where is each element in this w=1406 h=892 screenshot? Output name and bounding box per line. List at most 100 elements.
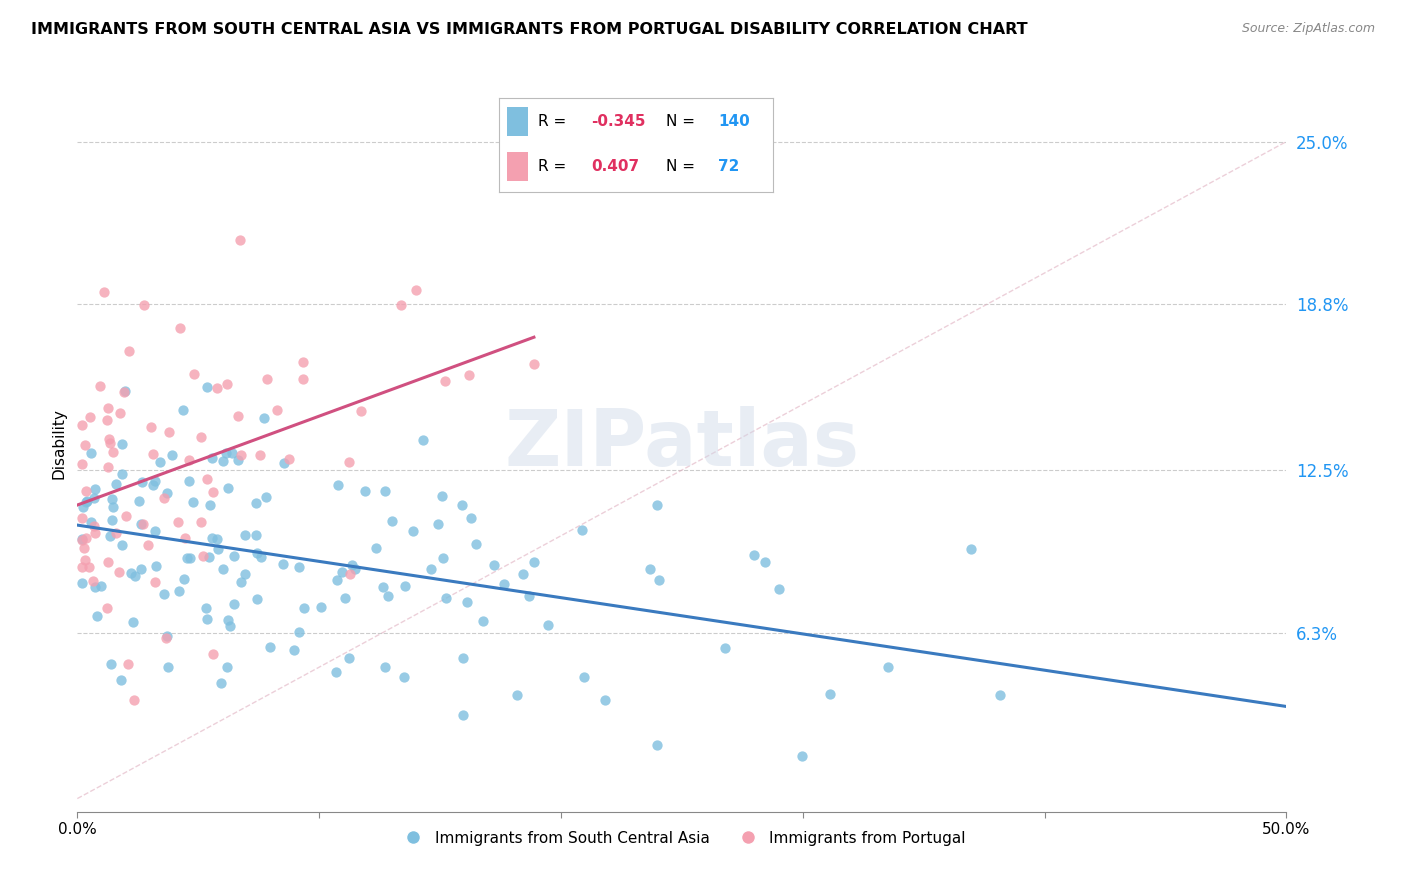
Point <box>371 580 394 594</box>
Point <box>176 550 198 565</box>
Point <box>249 448 271 462</box>
Point <box>246 546 269 560</box>
Point <box>84 580 107 594</box>
Point <box>118 343 141 358</box>
Point <box>129 517 152 532</box>
Text: 0.407: 0.407 <box>591 159 640 174</box>
Point <box>366 541 388 556</box>
Point <box>647 573 669 587</box>
Point <box>97 401 120 415</box>
Point <box>83 491 105 505</box>
Point <box>278 452 301 467</box>
Point <box>79 446 101 460</box>
Point <box>374 484 396 499</box>
Point <box>217 613 239 627</box>
Point <box>132 516 155 531</box>
Point <box>82 574 104 588</box>
Point <box>114 384 136 398</box>
Point <box>381 514 404 528</box>
Point <box>211 562 233 576</box>
Point <box>198 498 221 512</box>
Point <box>195 472 218 486</box>
Point <box>266 403 288 417</box>
Point <box>104 526 127 541</box>
Point <box>221 446 243 460</box>
Point <box>250 549 273 564</box>
Point <box>256 371 278 385</box>
Point <box>451 708 474 723</box>
Point <box>742 549 765 563</box>
Point <box>451 651 474 665</box>
Point <box>139 419 162 434</box>
Point <box>90 579 112 593</box>
Text: -0.345: -0.345 <box>591 113 645 128</box>
Point <box>190 515 212 529</box>
Point <box>152 587 174 601</box>
Point <box>193 549 215 563</box>
Point <box>713 641 735 656</box>
Point <box>229 233 252 247</box>
Point <box>420 562 443 576</box>
Point <box>100 529 122 543</box>
Point <box>876 660 898 674</box>
Text: IMMIGRANTS FROM SOUTH CENTRAL ASIA VS IMMIGRANTS FROM PORTUGAL DISABILITY CORREL: IMMIGRANTS FROM SOUTH CENTRAL ASIA VS IM… <box>31 22 1028 37</box>
Point <box>101 492 124 507</box>
Point <box>288 625 311 640</box>
Point <box>536 617 558 632</box>
Point <box>754 555 776 569</box>
Point <box>456 595 478 609</box>
Text: ZIPatlas: ZIPatlas <box>505 406 859 482</box>
Point <box>271 558 294 572</box>
Point <box>101 445 124 459</box>
Point <box>273 457 295 471</box>
Point <box>482 558 505 573</box>
Point <box>229 575 252 590</box>
Point <box>73 552 96 566</box>
Point <box>201 647 224 661</box>
Point <box>145 474 167 488</box>
Point <box>792 748 814 763</box>
Point <box>201 484 224 499</box>
Point <box>638 562 661 576</box>
Point <box>117 657 139 671</box>
Point <box>988 688 1011 702</box>
Point <box>198 549 221 564</box>
Point <box>183 367 205 381</box>
Point <box>70 576 93 591</box>
Point <box>460 510 482 524</box>
Point <box>155 631 177 645</box>
Point <box>167 584 190 599</box>
Point <box>156 629 179 643</box>
Point <box>215 377 238 392</box>
Point <box>70 457 93 471</box>
Point <box>143 524 166 539</box>
Point <box>373 660 395 674</box>
Point <box>80 516 103 530</box>
Point <box>465 537 488 551</box>
Point <box>70 532 93 546</box>
Point <box>100 657 122 671</box>
Point <box>86 609 108 624</box>
Point <box>101 500 124 514</box>
Point <box>73 437 96 451</box>
Point <box>217 482 239 496</box>
Point <box>212 454 235 468</box>
Point <box>523 357 546 371</box>
Point <box>215 660 238 674</box>
Text: N =: N = <box>666 113 696 128</box>
Point <box>112 385 135 400</box>
Point <box>77 560 100 574</box>
Text: Source: ZipAtlas.com: Source: ZipAtlas.com <box>1241 22 1375 36</box>
Point <box>325 665 347 680</box>
Point <box>571 524 593 538</box>
Point <box>283 642 305 657</box>
Point <box>326 478 349 492</box>
Point <box>512 566 534 581</box>
Point <box>110 673 132 687</box>
Point <box>337 651 360 665</box>
Point <box>100 513 122 527</box>
Point <box>98 436 121 450</box>
Point <box>245 528 267 542</box>
Point <box>245 496 267 510</box>
Point <box>70 533 93 548</box>
